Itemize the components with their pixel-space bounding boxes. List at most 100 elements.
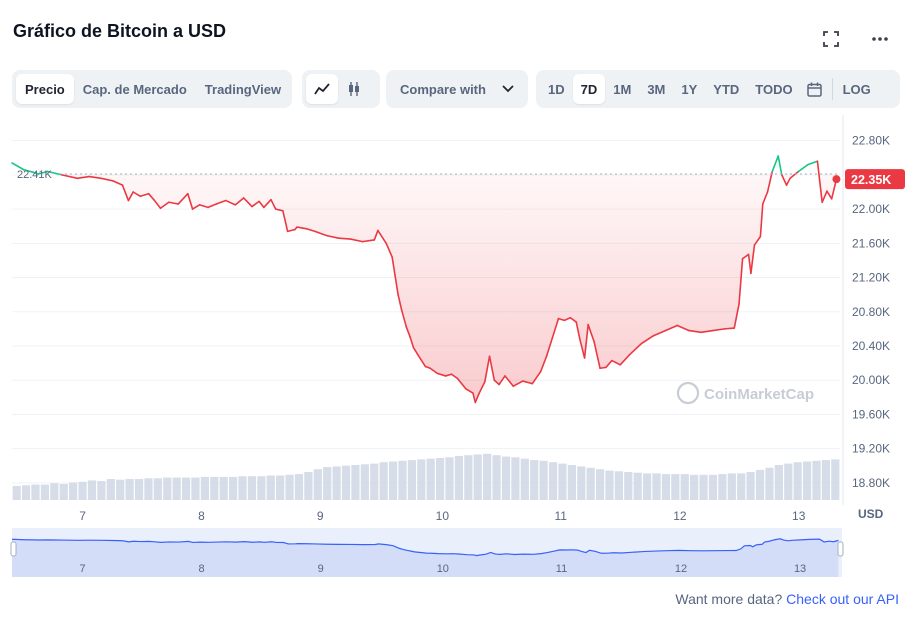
price-line-segment	[797, 163, 809, 173]
watermark-text: CoinMarketCap	[704, 386, 814, 403]
volume-bar	[50, 483, 59, 500]
price-line-segment	[121, 184, 130, 202]
range-7d[interactable]: 7D	[572, 74, 606, 104]
price-line-segment	[251, 200, 260, 208]
last-price-dot	[832, 175, 841, 184]
price-line-segment	[605, 359, 613, 369]
navigator-handle-right	[837, 541, 844, 557]
price-line-segment	[132, 191, 142, 198]
range-3m[interactable]: 3M	[647, 81, 666, 97]
volume-bar	[163, 477, 172, 500]
volume-bar	[69, 482, 78, 500]
price-line-segment	[177, 192, 189, 205]
price-line-segment	[88, 175, 102, 180]
range-todo[interactable]: TODO	[755, 81, 793, 97]
more-horizontal-icon[interactable]	[869, 28, 891, 50]
volume-bar	[12, 486, 21, 500]
chart-type-group	[302, 70, 380, 108]
y-tick-label: 20.40K	[852, 339, 890, 353]
x-tick-label: 9	[317, 509, 324, 523]
navigator-tick-label: 13	[794, 563, 806, 575]
price-line-segment	[305, 227, 316, 233]
price-line-segment	[821, 190, 828, 204]
price-line-segment	[628, 342, 643, 356]
volume-bar	[661, 474, 671, 500]
price-line-segment	[46, 170, 63, 176]
volume-bar	[153, 478, 162, 500]
price-line-segment	[753, 235, 762, 246]
price-line-segment	[766, 170, 774, 193]
price-line-segment	[187, 192, 194, 210]
price-line-segment	[771, 155, 780, 173]
y-tick-label: 20.00K	[852, 373, 890, 387]
volume-bar	[219, 476, 228, 500]
range-1m[interactable]: 1M	[613, 81, 632, 97]
price-line-segment	[579, 338, 586, 359]
volume-bar	[784, 463, 793, 500]
volume-bar	[294, 474, 304, 500]
tab-tradingview[interactable]: TradingView	[204, 81, 282, 97]
price-line-segment	[409, 335, 415, 349]
volume-bar	[59, 483, 68, 500]
volume-bar	[351, 465, 360, 500]
price-line-segment	[314, 230, 328, 237]
navigator-tick-label: 12	[675, 563, 687, 575]
price-line-segment	[147, 192, 156, 202]
calendar-icon[interactable]	[801, 74, 828, 104]
volume-bar	[614, 471, 623, 500]
price-line-segment	[583, 323, 589, 359]
price-line-segment	[504, 375, 515, 388]
x-tick-label: 8	[198, 509, 205, 523]
navigator-area	[12, 538, 839, 577]
range-ytd[interactable]: YTD	[713, 81, 740, 97]
price-line-segment	[159, 201, 170, 210]
price-line-segment	[700, 329, 714, 334]
line-chart-icon[interactable]	[306, 74, 338, 104]
price-line-segment	[599, 366, 607, 370]
y-tick-label: 22.80K	[852, 134, 890, 148]
compare-dropdown[interactable]: Compare with	[386, 70, 528, 108]
volume-bar	[181, 477, 191, 500]
tab-precio[interactable]: Precio	[16, 74, 74, 104]
volume-bar	[690, 474, 699, 500]
x-tick-label: 10	[436, 509, 450, 523]
price-line-segment	[207, 203, 218, 209]
volume-bar	[454, 455, 464, 500]
api-link[interactable]: Check out our API	[786, 591, 899, 607]
volume-bar	[652, 473, 661, 500]
price-line-segment	[593, 340, 601, 370]
price-line-segment	[263, 198, 272, 209]
price-line-segment	[400, 309, 408, 328]
price-line-segment	[258, 200, 265, 209]
y-tick-label: 21.60K	[852, 236, 890, 250]
log-toggle[interactable]: LOG	[842, 81, 871, 97]
price-line-segment	[100, 177, 114, 182]
price-line-segment	[349, 238, 364, 243]
x-tick-label: 7	[79, 509, 86, 523]
candlestick-icon[interactable]	[338, 74, 370, 104]
volume-bar	[360, 464, 369, 500]
price-line-segment	[139, 192, 150, 198]
volume-bar	[116, 479, 125, 500]
navigator-tick-label: 7	[79, 563, 85, 575]
range-1y[interactable]: 1Y	[681, 81, 698, 97]
volume-bar	[793, 462, 802, 500]
range-1d[interactable]: 1D	[548, 81, 565, 97]
price-line-segment	[198, 204, 209, 209]
price-line-segment	[274, 208, 284, 212]
price-line-segment	[733, 303, 740, 329]
volume-bar	[304, 472, 313, 500]
navigator-tick-label: 11	[556, 563, 567, 575]
fullscreen-icon[interactable]	[820, 28, 842, 50]
price-line-segment	[569, 316, 578, 323]
price-line-segment	[76, 175, 91, 180]
volume-bar	[511, 457, 520, 500]
price-line-segment	[522, 380, 534, 385]
price-line-segment	[23, 168, 35, 174]
volume-bar	[276, 475, 285, 500]
volume-bar	[257, 476, 266, 500]
price-line-segment	[373, 229, 379, 241]
tab-market-cap[interactable]: Cap. de Mercado	[82, 81, 187, 97]
volume-bar	[483, 453, 492, 500]
volume-bar	[407, 460, 416, 500]
